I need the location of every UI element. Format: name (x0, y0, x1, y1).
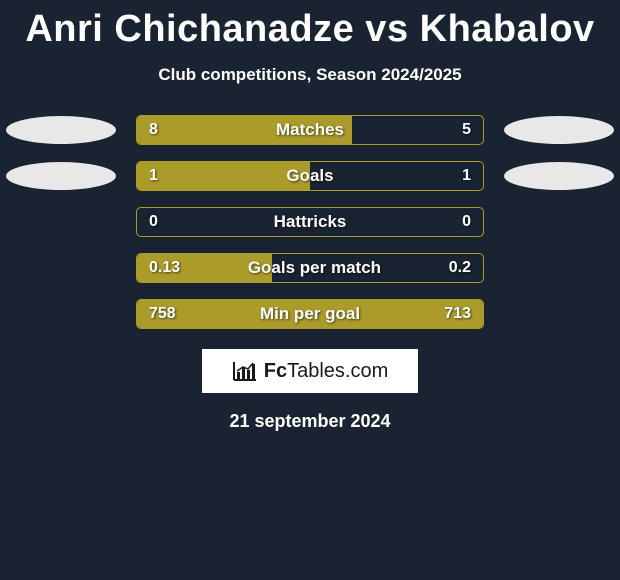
stat-label: Matches (276, 120, 344, 140)
date-text: 21 september 2024 (0, 411, 620, 432)
stat-bar: 758 Min per goal 713 (136, 299, 484, 329)
stat-row: 0.13 Goals per match 0.2 (0, 253, 620, 283)
stats-container: 8 Matches 5 1 Goals 1 0 Hattricks 0 0.13 Goals per… (0, 115, 620, 329)
stat-row: 8 Matches 5 (0, 115, 620, 145)
stat-row: 758 Min per goal 713 (0, 299, 620, 329)
stat-bar-overlay: 0 Hattricks 0 (137, 208, 483, 236)
stat-label: Goals per match (248, 258, 381, 278)
stat-left-value: 0.13 (149, 259, 180, 277)
stat-left-value: 0 (149, 213, 158, 231)
stat-label: Min per goal (260, 304, 360, 324)
stat-right-value: 5 (462, 121, 471, 139)
page-title: Anri Chichanadze vs Khabalov (0, 0, 620, 51)
stat-left-value: 1 (149, 167, 158, 185)
player-left-marker (6, 162, 116, 190)
stat-bar-overlay: 1 Goals 1 (137, 162, 483, 190)
fctables-logo[interactable]: FcTables.com (202, 349, 418, 393)
stat-bar: 1 Goals 1 (136, 161, 484, 191)
stat-row: 1 Goals 1 (0, 161, 620, 191)
stat-row: 0 Hattricks 0 (0, 207, 620, 237)
player-right-marker (504, 162, 614, 190)
stat-label: Hattricks (274, 212, 347, 232)
stat-left-value: 8 (149, 121, 158, 139)
stat-bar: 0 Hattricks 0 (136, 207, 484, 237)
stat-bar-overlay: 758 Min per goal 713 (137, 300, 483, 328)
stat-right-value: 713 (444, 305, 471, 323)
stat-left-value: 758 (149, 305, 176, 323)
logo-text: FcTables.com (264, 360, 389, 383)
page-subtitle: Club competitions, Season 2024/2025 (0, 65, 620, 85)
stat-right-value: 0.2 (449, 259, 471, 277)
stat-label: Goals (286, 166, 333, 186)
stat-right-value: 0 (462, 213, 471, 231)
player-left-marker (6, 116, 116, 144)
player-right-marker (504, 116, 614, 144)
stat-right-value: 1 (462, 167, 471, 185)
stat-bar-overlay: 0.13 Goals per match 0.2 (137, 254, 483, 282)
stat-bar: 8 Matches 5 (136, 115, 484, 145)
bar-chart-icon (232, 360, 258, 382)
stat-bar: 0.13 Goals per match 0.2 (136, 253, 484, 283)
stat-bar-overlay: 8 Matches 5 (137, 116, 483, 144)
